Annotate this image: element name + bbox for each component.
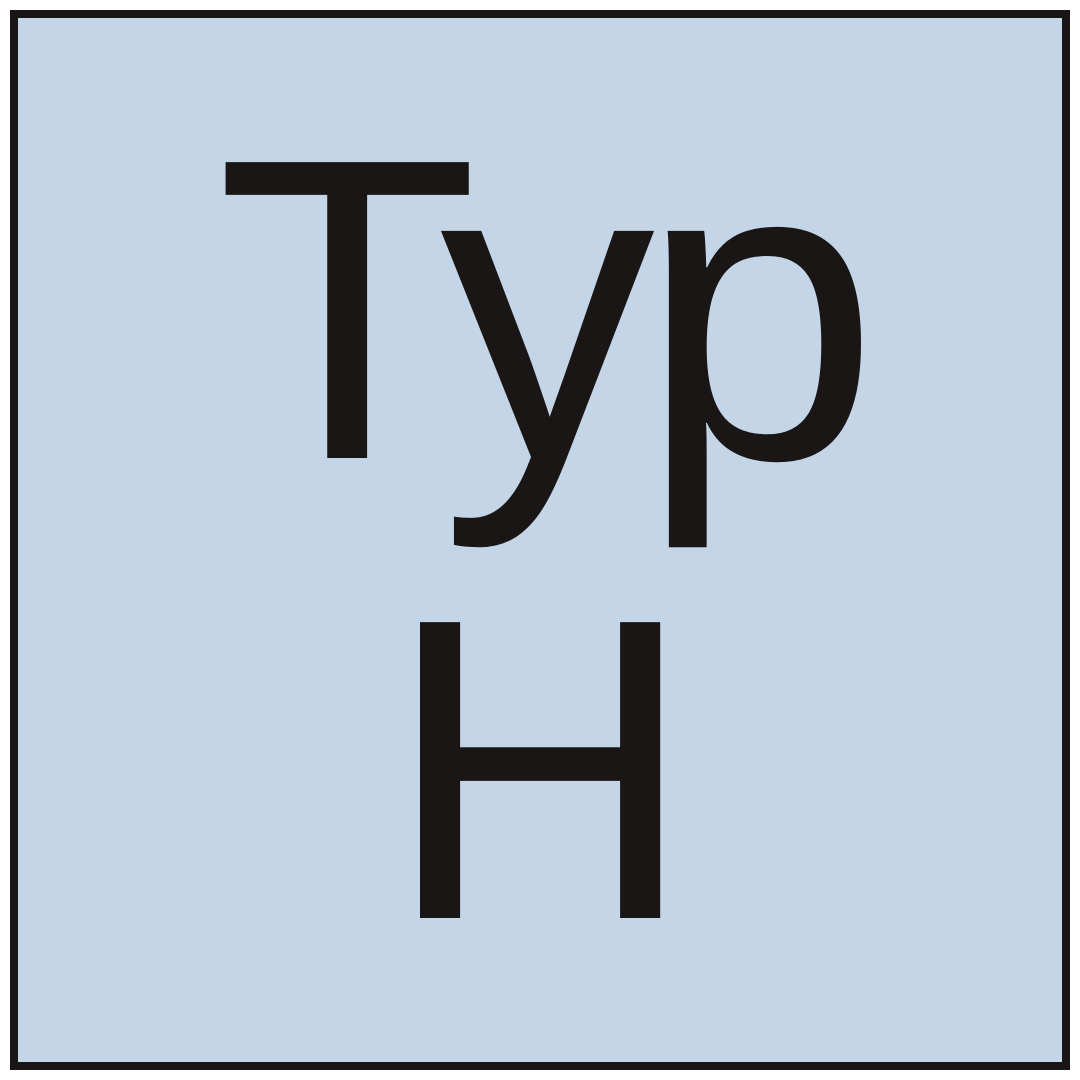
type-label-box: Typ H — [10, 10, 1070, 1070]
type-label-line2: H — [385, 555, 696, 985]
type-label-line1: Typ — [216, 95, 864, 525]
